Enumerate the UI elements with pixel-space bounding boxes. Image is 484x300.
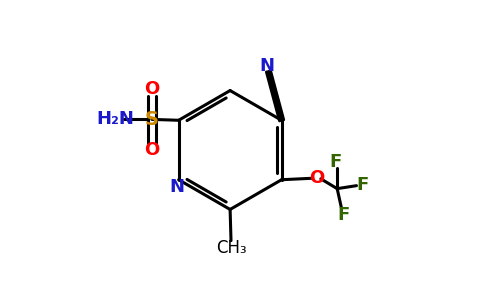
Text: CH₃: CH₃ [216, 239, 246, 257]
Text: O: O [144, 80, 160, 98]
Text: O: O [144, 141, 160, 159]
Text: O: O [309, 169, 324, 187]
Text: N: N [170, 178, 184, 196]
Text: F: F [356, 176, 368, 194]
Text: S: S [145, 110, 159, 129]
Text: H₂N: H₂N [96, 110, 134, 128]
Text: F: F [337, 206, 349, 224]
Text: F: F [330, 153, 342, 171]
Text: N: N [259, 57, 274, 75]
